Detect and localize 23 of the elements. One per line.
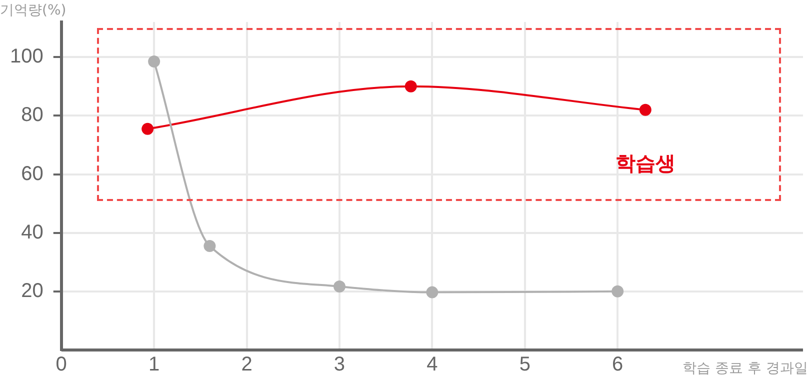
x-tick-label: 0 bbox=[56, 354, 67, 376]
point bbox=[639, 104, 652, 116]
point bbox=[148, 56, 160, 68]
point bbox=[333, 280, 346, 292]
y-tick-label: 100 bbox=[10, 46, 44, 68]
x-tick-label: 6 bbox=[612, 354, 624, 376]
point bbox=[142, 122, 154, 135]
point bbox=[612, 285, 624, 298]
point bbox=[204, 240, 216, 252]
point bbox=[404, 80, 417, 92]
x-tick-label: 4 bbox=[426, 354, 438, 376]
point bbox=[426, 286, 438, 298]
x-tick-label: 2 bbox=[241, 354, 252, 376]
y-axis-title: 기억량(%) bbox=[0, 2, 66, 19]
x-tick-label: 5 bbox=[519, 354, 530, 376]
text: 학습생 bbox=[615, 151, 676, 176]
x-tick-label: 1 bbox=[148, 354, 160, 376]
y-tick-label: 80 bbox=[21, 104, 44, 126]
y-tick-label: 60 bbox=[21, 162, 44, 185]
x-axis-title: 학습 종료 후 경과일 bbox=[682, 360, 808, 377]
y-tick-label: 20 bbox=[21, 280, 44, 302]
y-tick-label: 40 bbox=[21, 221, 44, 244]
x-tick-label: 3 bbox=[334, 354, 346, 376]
